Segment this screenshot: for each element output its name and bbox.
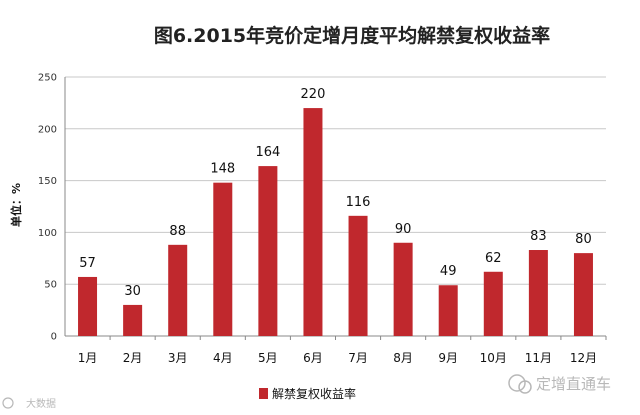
x-tick-label: 6月 xyxy=(303,351,323,365)
bar xyxy=(438,285,458,336)
x-tick-label: 9月 xyxy=(438,351,458,365)
x-tick-label: 10月 xyxy=(480,351,507,365)
data-label: 88 xyxy=(169,224,186,239)
data-labels: 57 30 88 148 164 220 116 90 49 62 83 80 xyxy=(79,87,591,299)
x-tick-label: 5月 xyxy=(258,351,278,365)
bar xyxy=(483,271,503,336)
x-tick-label: 11月 xyxy=(525,351,552,365)
y-tick-label: 150 xyxy=(38,176,57,187)
y-tick-label: 50 xyxy=(44,280,57,291)
bar xyxy=(168,244,188,336)
data-label: 164 xyxy=(255,145,280,160)
watermark-left: 大数据 xyxy=(2,397,56,410)
data-label: 220 xyxy=(301,87,326,102)
data-label: 57 xyxy=(79,256,96,271)
wechat-icon-small xyxy=(518,380,532,394)
y-tick-label: 100 xyxy=(38,228,57,239)
x-tick-label: 7月 xyxy=(348,351,368,365)
data-label: 80 xyxy=(575,232,592,247)
x-tick-label: 3月 xyxy=(168,351,188,365)
legend: 解禁复权收益率 xyxy=(259,386,356,401)
y-tick-labels: 0 50 100 150 200 250 xyxy=(38,73,57,343)
bar xyxy=(258,166,278,336)
x-tick-labels: 1月 2月 3月 4月 5月 6月 7月 8月 9月 10月 11月 12月 xyxy=(78,336,607,365)
bar xyxy=(393,242,413,336)
legend-swatch xyxy=(259,388,268,399)
x-tick-label: 8月 xyxy=(393,351,413,365)
bar xyxy=(213,182,233,336)
y-axis-label: 单位：% xyxy=(9,183,23,227)
data-label: 30 xyxy=(124,284,141,299)
bar xyxy=(78,276,98,336)
data-label: 62 xyxy=(485,251,502,266)
y-tick-label: 0 xyxy=(51,332,57,343)
weibo-icon xyxy=(2,397,14,409)
bars xyxy=(78,108,593,336)
watermark-right: 定增直通车 xyxy=(508,374,611,394)
wechat-icon xyxy=(508,374,526,392)
bar xyxy=(123,304,143,336)
data-label: 148 xyxy=(210,162,235,177)
bar xyxy=(573,253,593,336)
legend-label: 解禁复权收益率 xyxy=(272,386,356,401)
watermark-text-left: 大数据 xyxy=(26,397,56,410)
y-tick-label: 200 xyxy=(38,124,57,135)
bar xyxy=(348,215,368,336)
chart-title: 图6.2015年竞价定增月度平均解禁复权收益率 xyxy=(154,24,550,47)
watermark-text-right: 定增直通车 xyxy=(536,375,611,393)
data-label: 49 xyxy=(440,264,457,279)
gridlines xyxy=(64,76,606,337)
x-tick-label: 4月 xyxy=(213,351,233,365)
data-label: 116 xyxy=(346,195,371,210)
bar xyxy=(528,250,548,336)
data-label: 90 xyxy=(395,222,412,237)
data-label: 83 xyxy=(530,229,547,244)
y-tick-label: 250 xyxy=(38,73,57,84)
x-tick-label: 2月 xyxy=(123,351,143,365)
x-tick-label: 1月 xyxy=(78,351,98,365)
x-tick-label: 12月 xyxy=(570,351,597,365)
bar xyxy=(303,108,323,336)
